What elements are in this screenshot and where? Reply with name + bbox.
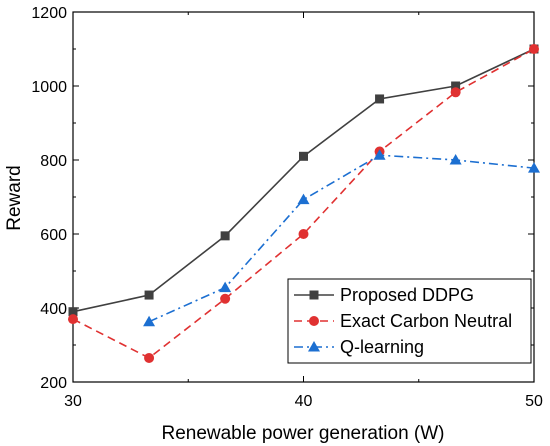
data-point (143, 315, 156, 327)
data-point (68, 314, 78, 325)
series-line (72, 48, 535, 313)
y-tick-label: 800 (40, 153, 67, 170)
data-point (220, 293, 231, 304)
legend-marker (308, 341, 320, 352)
data-point (297, 193, 310, 205)
data-point (450, 87, 461, 98)
y-tick-label: 400 (40, 301, 67, 318)
y-tick-label: 1000 (31, 79, 67, 96)
data-point (144, 290, 154, 300)
data-point (68, 307, 78, 317)
series-triangle (143, 149, 540, 327)
data-point (298, 229, 309, 239)
data-point (451, 81, 461, 91)
data-point (373, 149, 386, 160)
legend-label: Q-learning (340, 337, 424, 357)
series-layer (68, 44, 540, 363)
y-axis-title: Reward (4, 165, 25, 230)
x-axis-title: Renewable power generation (W) (161, 423, 444, 444)
data-point (528, 162, 540, 173)
legend: Proposed DDPG Exact Carbon Neutral Q-learn… (287, 278, 532, 364)
y-tick-label: 1200 (31, 5, 67, 22)
data-point (299, 151, 308, 161)
data-point (375, 94, 385, 104)
y-tick-label: 200 (40, 375, 67, 392)
y-tick-label: 600 (40, 227, 67, 244)
legend-marker (309, 316, 319, 326)
data-point (219, 281, 232, 293)
legend-marker (309, 290, 319, 300)
x-tick-label: 30 (64, 393, 82, 410)
series-square (68, 44, 539, 317)
legend-label: Proposed DDPG (340, 285, 474, 305)
x-tick-label: 50 (525, 393, 543, 410)
legend-label: Exact Carbon Neutral (340, 311, 512, 331)
legend-box (287, 278, 532, 364)
data-point (529, 44, 539, 54)
y-axis-ticks: 200 400 600 800 1000 1200 (31, 5, 534, 392)
x-tick-label: 40 (295, 393, 313, 410)
data-point (220, 231, 230, 241)
x-axis-ticks: 30 40 50 (64, 12, 543, 410)
data-point (144, 352, 155, 363)
data-point (449, 154, 462, 165)
